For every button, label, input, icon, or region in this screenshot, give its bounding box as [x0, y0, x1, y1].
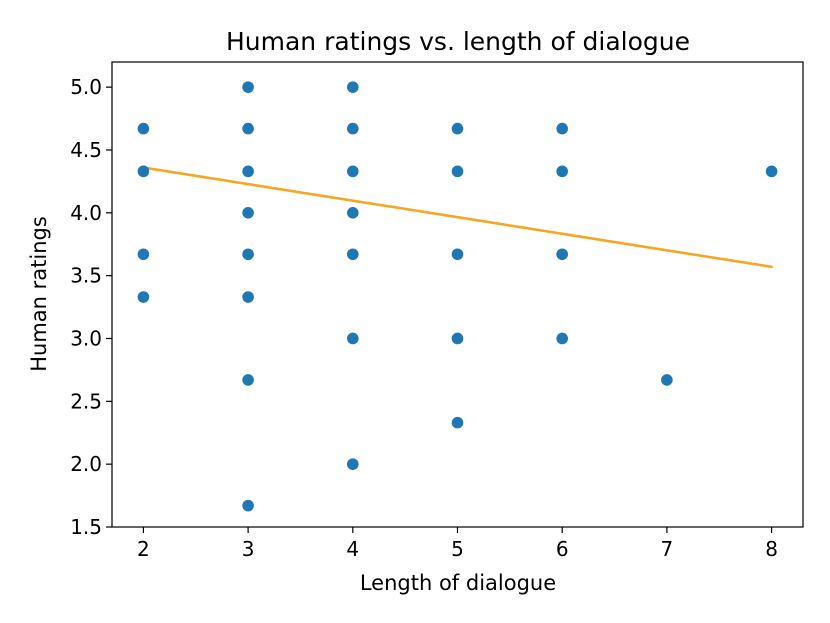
scatter-point — [661, 374, 673, 386]
scatter-point — [347, 122, 359, 135]
scatter-point — [451, 165, 464, 178]
y-tick-label: 3.0 — [70, 326, 102, 350]
x-tick-label: 5 — [451, 537, 464, 561]
scatter-point — [347, 332, 359, 345]
scatter-point — [137, 248, 150, 261]
scatter-points — [137, 81, 778, 512]
scatter-point — [137, 122, 150, 135]
scatter-point — [556, 122, 568, 135]
scatter-point — [451, 248, 464, 261]
scatter-point — [451, 332, 464, 345]
scatter-point — [556, 165, 568, 178]
scatter-point — [451, 416, 464, 429]
x-tick-label: 7 — [661, 537, 674, 561]
x-tick-label: 8 — [765, 537, 778, 561]
scatter-point — [137, 291, 150, 303]
scatter-point — [242, 374, 254, 386]
scatter-point — [347, 165, 359, 178]
scatter-point — [242, 248, 254, 261]
scatter-point — [137, 165, 150, 178]
scatter-point — [242, 81, 254, 93]
y-axis: 1.5 2.0 2.5 3.0 3.5 4.0 4.5 5.0 — [70, 75, 112, 539]
scatter-point — [556, 332, 568, 345]
y-tick-label: 2.0 — [70, 452, 102, 476]
scatter-point — [242, 207, 254, 219]
y-tick-label: 4.0 — [70, 201, 102, 225]
y-tick-label: 5.0 — [70, 75, 102, 99]
x-axis-label: Length of dialogue — [360, 571, 556, 595]
trend-line-series — [142, 166, 773, 269]
y-tick-label: 4.5 — [70, 138, 102, 162]
scatter-point — [556, 248, 568, 261]
scatter-point — [242, 122, 254, 135]
x-tick-label: 2 — [137, 537, 150, 561]
scatter-point — [347, 458, 359, 470]
scatter-point — [242, 165, 254, 178]
scatter-point — [765, 165, 778, 178]
y-tick-label: 1.5 — [70, 515, 102, 539]
y-tick-label: 3.5 — [70, 264, 102, 288]
x-tick-label: 4 — [346, 537, 359, 561]
y-tick-label: 2.5 — [70, 389, 102, 413]
x-tick-label: 3 — [242, 537, 255, 561]
scatter-point — [451, 122, 464, 135]
chart-title: Human ratings vs. length of dialogue — [226, 27, 690, 56]
x-tick-label: 6 — [556, 537, 569, 561]
scatter-point — [347, 81, 359, 93]
trend-line — [142, 166, 773, 269]
scatter-point — [347, 248, 359, 261]
x-axis: 2 3 4 5 6 7 8 — [137, 527, 778, 561]
y-axis-label: Human ratings — [27, 216, 51, 372]
scatter-point — [242, 499, 254, 512]
scatter-point — [347, 207, 359, 219]
scatter-point — [242, 291, 254, 303]
